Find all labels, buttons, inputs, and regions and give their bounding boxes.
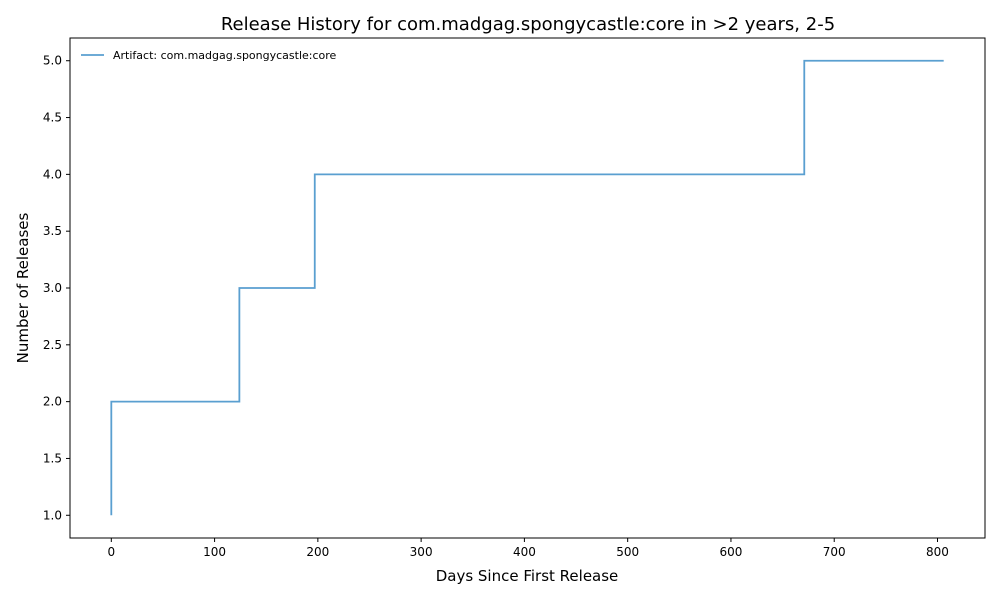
y-tick-label: 4.0 — [43, 167, 62, 181]
x-tick-label: 200 — [306, 545, 329, 559]
plot-area — [69, 37, 986, 539]
series-line — [110, 59, 944, 516]
y-tick-label: 3.0 — [43, 281, 62, 295]
x-tick-label: 400 — [513, 545, 536, 559]
legend-label: Artifact: com.madgag.spongycastle:core — [113, 49, 337, 62]
y-tick-label: 5.0 — [43, 54, 62, 68]
y-tick-label: 1.0 — [43, 508, 62, 522]
x-tick-label: 500 — [616, 545, 639, 559]
x-tick-label: 800 — [926, 545, 949, 559]
x-tick-label: 600 — [719, 545, 742, 559]
y-tick-label: 2.0 — [43, 395, 62, 409]
y-tick-label: 1.5 — [43, 451, 62, 465]
x-tick-label: 0 — [107, 545, 115, 559]
y-tick-label: 4.5 — [43, 111, 62, 125]
chart-title: Release History for com.madgag.spongycas… — [221, 14, 835, 35]
x-tick-label: 100 — [203, 545, 226, 559]
legend: Artifact: com.madgag.spongycastle:core — [81, 49, 337, 62]
x-tick-label: 300 — [410, 545, 433, 559]
y-tick-label: 3.5 — [43, 224, 62, 238]
series-layer — [110, 59, 944, 516]
x-tick-label: 700 — [823, 545, 846, 559]
x-axis: 0 100 200 300 400 500 600 700 800 — [107, 538, 949, 559]
y-axis: 1.0 1.5 2.0 2.5 3.0 3.5 4.0 4.5 5.0 — [43, 54, 70, 522]
x-axis-label: Days Since First Release — [436, 567, 619, 585]
y-axis-label: Number of Releases — [14, 212, 32, 363]
y-tick-label: 2.5 — [43, 338, 62, 352]
